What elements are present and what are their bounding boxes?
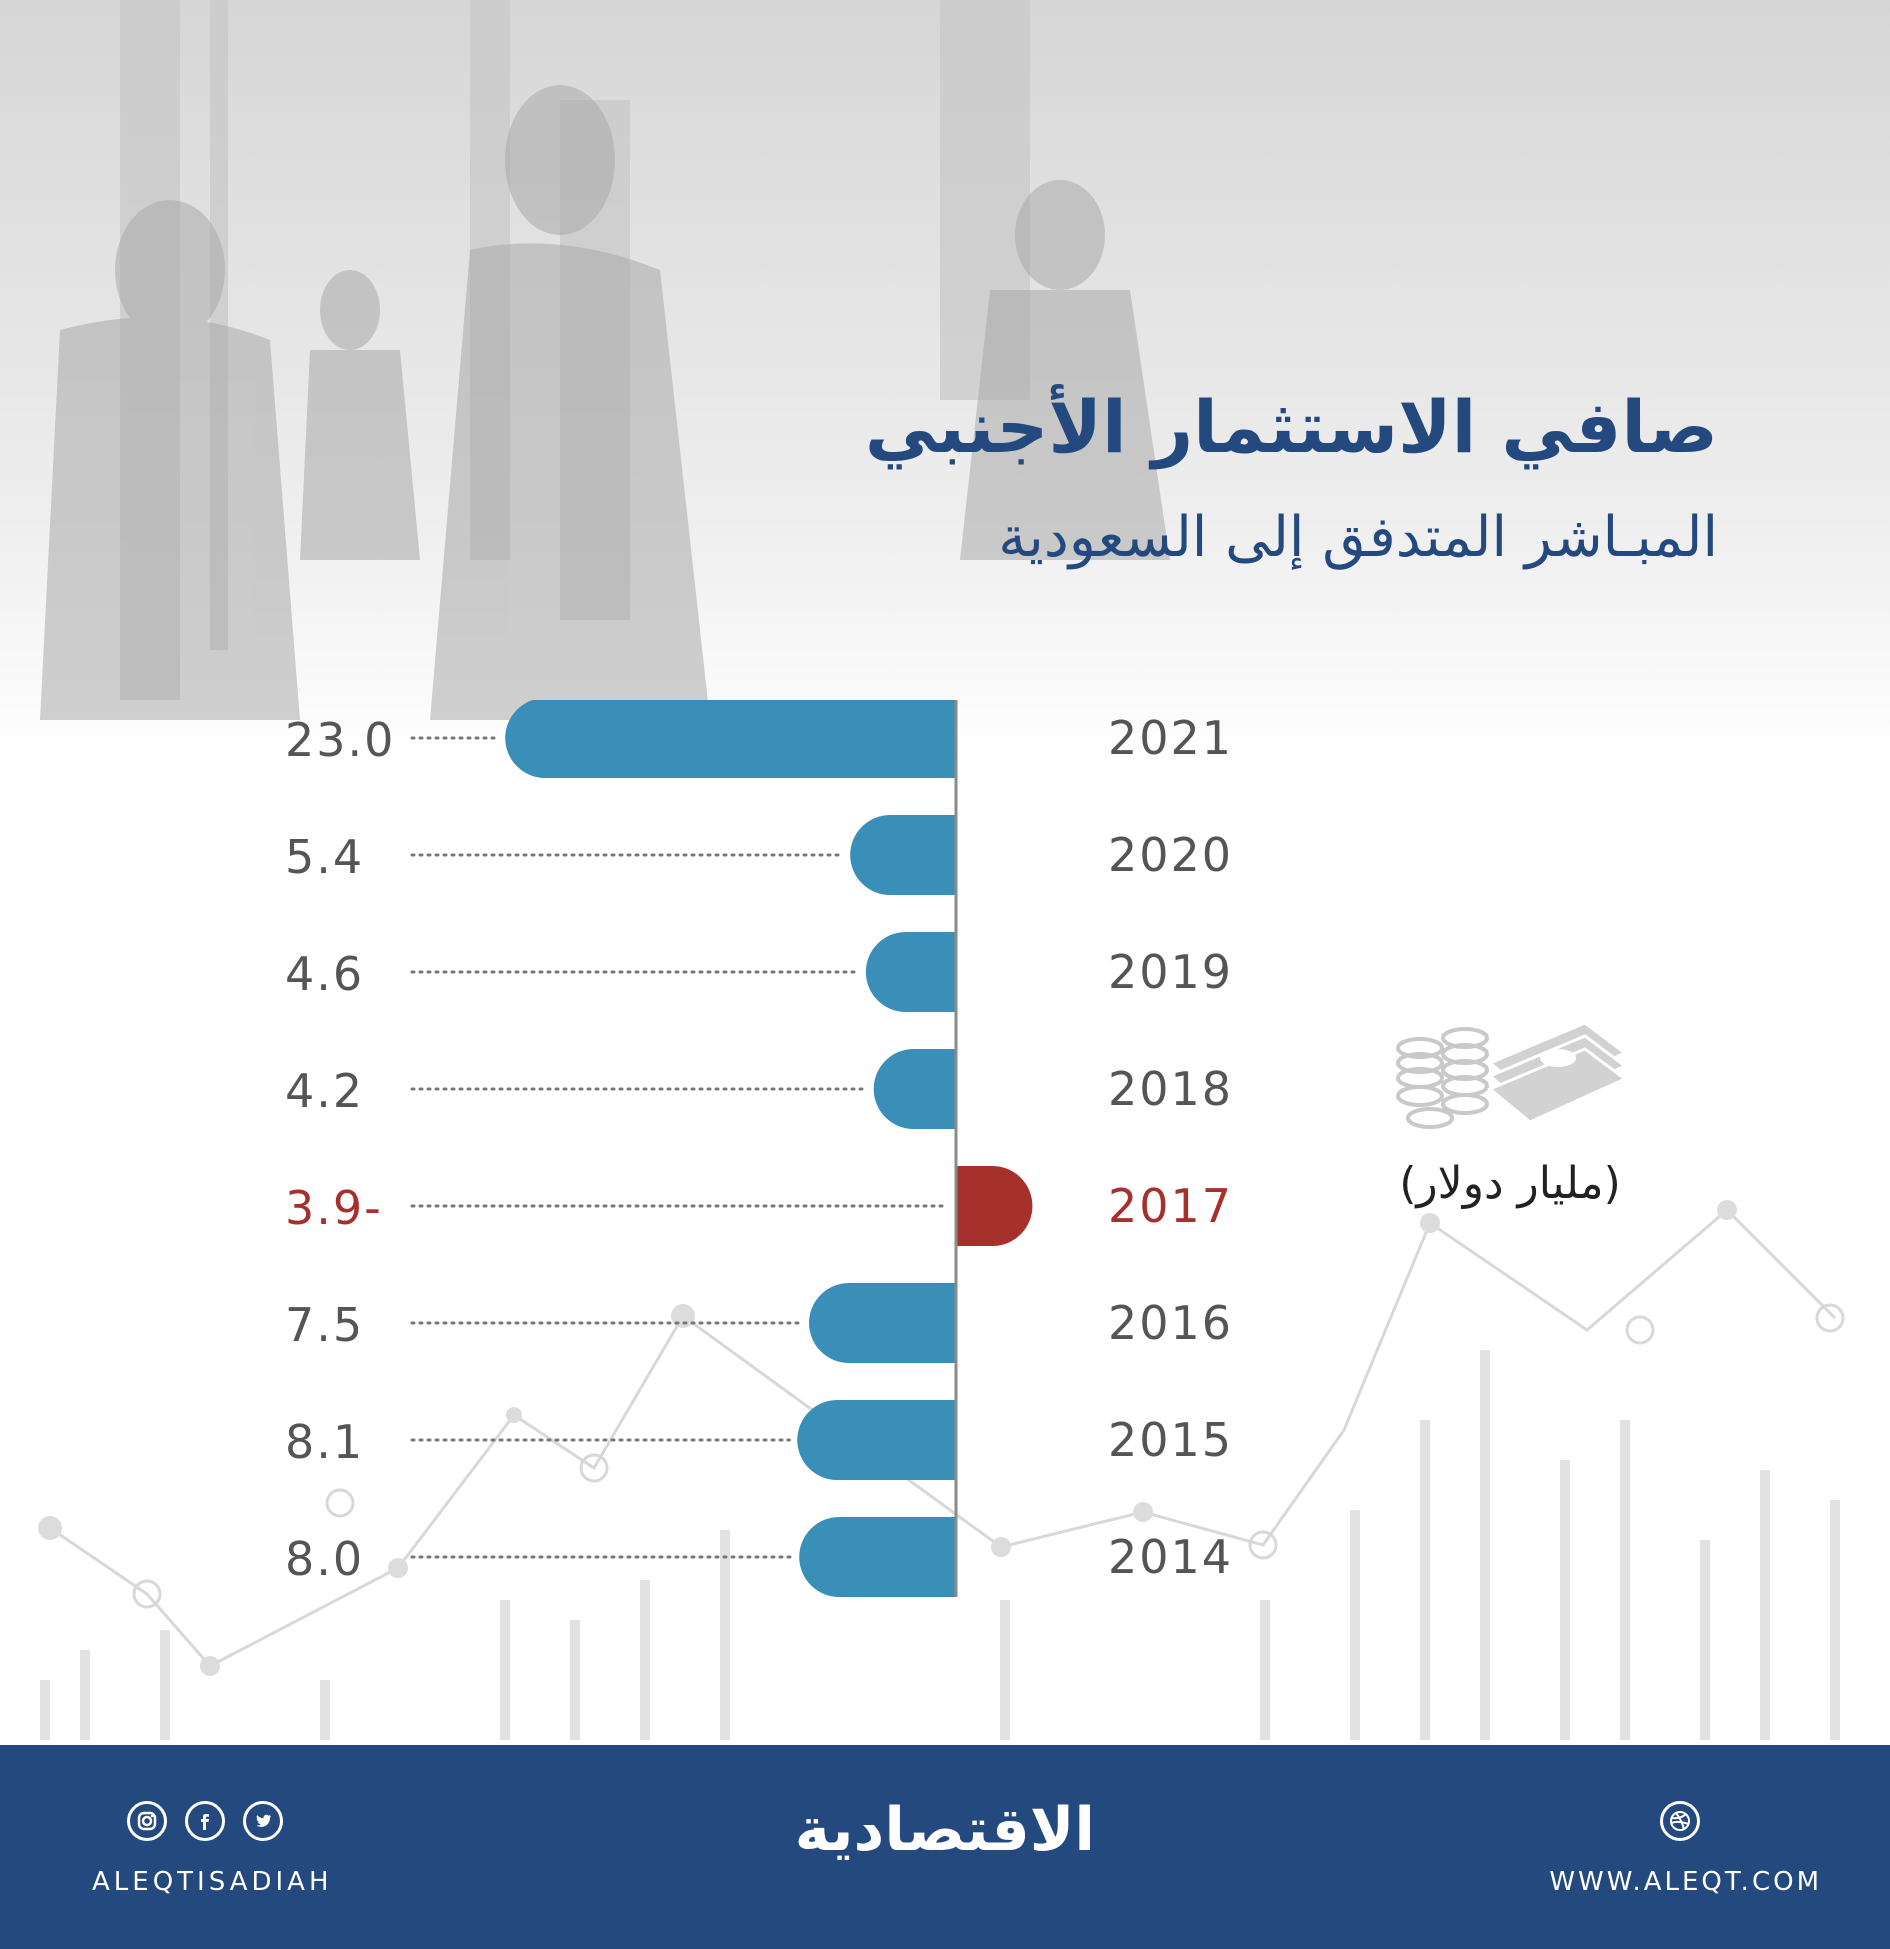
website-link[interactable]: WWW.ALEQT.COM xyxy=(1549,1867,1822,1897)
year-label: 2020 xyxy=(1108,828,1233,882)
value-label: 23.0 xyxy=(285,713,395,767)
brand-logo: الاقتصادية xyxy=(794,1795,1095,1865)
social-handle[interactable]: ALEQTISADIAH xyxy=(92,1867,333,1897)
year-label: 2017 xyxy=(1108,1179,1233,1233)
value-label: 8.0 xyxy=(285,1532,364,1586)
twitter-icon[interactable] xyxy=(243,1801,283,1841)
year-label: 2015 xyxy=(1108,1413,1233,1467)
year-label: 2014 xyxy=(1108,1530,1233,1584)
instagram-icon[interactable] xyxy=(127,1801,167,1841)
value-label: 7.5 xyxy=(285,1298,364,1352)
value-label: 5.4 xyxy=(285,830,364,884)
bar-2018 xyxy=(873,1049,956,1129)
value-label: 4.2 xyxy=(285,1064,364,1118)
value-label: 4.6 xyxy=(285,947,364,1001)
value-label: 3.9- xyxy=(285,1181,383,1235)
year-label: 2016 xyxy=(1108,1296,1233,1350)
chart-subtitle: المبـاشر المتدفق إلى السعودية xyxy=(998,505,1718,570)
bar-2014 xyxy=(799,1517,956,1597)
unit-label: (مليار دولار) xyxy=(1399,1158,1621,1209)
bar-chart: 23.0 2021 5.4 2020 4.6 2019 4.2 2018 3.9- 2017 7.5… xyxy=(285,700,1233,1597)
year-label: 2019 xyxy=(1108,945,1233,999)
bar-2016 xyxy=(809,1283,956,1363)
facebook-icon[interactable] xyxy=(185,1801,225,1841)
footer-bar: ALEQTISADIAH الاقتصادية WWW.ALEQT.COM xyxy=(0,1745,1890,1949)
bar-2020 xyxy=(850,815,956,895)
year-label: 2018 xyxy=(1108,1062,1233,1116)
bar-2021 xyxy=(505,700,956,778)
bar-2015 xyxy=(797,1400,956,1480)
dribbble-icon[interactable] xyxy=(1660,1801,1700,1841)
value-label: 8.1 xyxy=(285,1415,364,1469)
chart-title: صافي الاستثمار الأجنبي xyxy=(864,385,1718,469)
social-icons xyxy=(127,1801,283,1841)
money-stack-icon xyxy=(1396,1021,1628,1129)
bar-2019 xyxy=(865,932,956,1012)
bar-2017 xyxy=(956,1166,1033,1246)
year-label: 2021 xyxy=(1108,711,1233,765)
